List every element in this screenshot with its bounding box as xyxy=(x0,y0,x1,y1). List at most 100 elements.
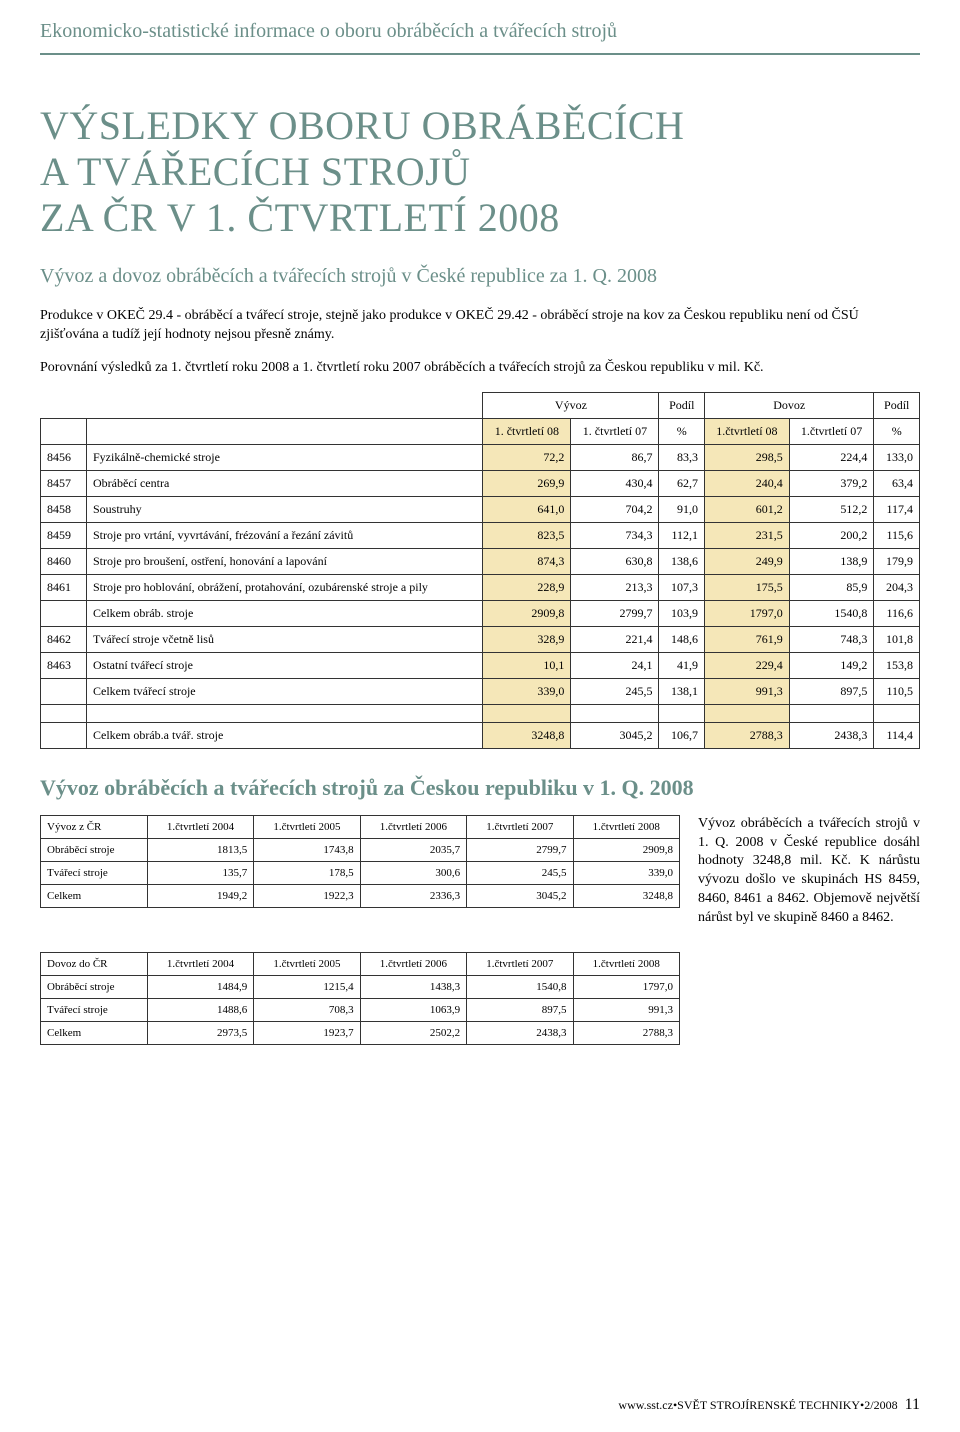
table-cell: 1813,5 xyxy=(147,838,253,861)
table-row: 8463Ostatní tvářecí stroje10,124,141,922… xyxy=(41,652,920,678)
col-header: 1.čtvrtletí 07 xyxy=(789,418,874,444)
row-label: Stroje pro broušení, ostření, honování a… xyxy=(87,548,483,574)
page-number: 11 xyxy=(905,1396,920,1413)
header-dovoz: Dovoz xyxy=(705,392,874,418)
header-podil-2: Podíl xyxy=(874,392,920,418)
table-cell: 2035,7 xyxy=(360,838,466,861)
table-row: 8461Stroje pro hoblování, obrážení, prot… xyxy=(41,574,920,600)
table-row: Obráběcí stroje1813,51743,82035,72799,72… xyxy=(41,838,680,861)
row-label: Tvářecí stroje včetně lisů xyxy=(87,626,483,652)
table-cell: 298,5 xyxy=(705,444,790,470)
col-header: % xyxy=(874,418,920,444)
row-code: 8457 xyxy=(41,470,87,496)
table-cell: 641,0 xyxy=(483,496,571,522)
table-cell: 1922,3 xyxy=(254,884,360,907)
table-cell: 117,4 xyxy=(874,496,920,522)
total-cell: 3045,2 xyxy=(571,722,659,748)
table-cell: 91,0 xyxy=(659,496,705,522)
col-header: % xyxy=(659,418,705,444)
row-label: Ostatní tvářecí stroje xyxy=(87,652,483,678)
table-cell: 116,6 xyxy=(874,600,920,626)
row-code: 8461 xyxy=(41,574,87,600)
table-cell: 269,9 xyxy=(483,470,571,496)
table-row: 8459Stroje pro vrtání, vyvrtávání, frézo… xyxy=(41,522,920,548)
total-label: Celkem obráb.a tvář. stroje xyxy=(87,722,483,748)
table-row: 8456Fyzikálně-chemické stroje72,286,783,… xyxy=(41,444,920,470)
row-code: 8462 xyxy=(41,626,87,652)
table-cell: 328,9 xyxy=(483,626,571,652)
table-cell: Celkem xyxy=(41,884,148,907)
row-code: 8460 xyxy=(41,548,87,574)
table-cell: 228,9 xyxy=(483,574,571,600)
table-cell: 72,2 xyxy=(483,444,571,470)
header-podil-1: Podíl xyxy=(659,392,705,418)
intro-paragraph-1: Produkce v OKEČ 29.4 - obráběcí a tvářec… xyxy=(40,307,920,345)
table-cell: 245,5 xyxy=(467,861,573,884)
col-header: 1.čtvrtletí 2004 xyxy=(147,815,253,838)
table-cell: 708,3 xyxy=(254,998,360,1021)
table-row: 8457Obráběcí centra269,9430,462,7240,437… xyxy=(41,470,920,496)
table-cell: 200,2 xyxy=(789,522,874,548)
row-label: Celkem obráb. stroje xyxy=(87,600,483,626)
table-row: Celkem1949,21922,32336,33045,23248,8 xyxy=(41,884,680,907)
row-code: 8456 xyxy=(41,444,87,470)
table-cell: 630,8 xyxy=(571,548,659,574)
table-cell: 748,3 xyxy=(789,626,874,652)
table-cell: 85,9 xyxy=(789,574,874,600)
table-cell: 83,3 xyxy=(659,444,705,470)
table-cell: 110,5 xyxy=(874,678,920,704)
table-row: Celkem obráb. stroje2909,82799,7103,9179… xyxy=(41,600,920,626)
intro-paragraph-2: Porovnání výsledků za 1. čtvrtletí roku … xyxy=(40,359,920,378)
table-row: 8462Tvářecí stroje včetně lisů328,9221,4… xyxy=(41,626,920,652)
col-header: 1.čtvrtletí 2006 xyxy=(360,952,466,975)
col-header: 1.čtvrtletí 2008 xyxy=(573,815,679,838)
table-cell: 133,0 xyxy=(874,444,920,470)
row-code: 8463 xyxy=(41,652,87,678)
import-table: Dovoz do ČR1.čtvrtletí 20041.čtvrtletí 2… xyxy=(40,952,680,1045)
row-label: Obráběcí centra xyxy=(87,470,483,496)
table-cell: 1438,3 xyxy=(360,975,466,998)
page-title: VÝSLEDKY OBORU OBRÁBĚCÍCH A TVÁŘECÍCH ST… xyxy=(40,103,920,241)
section-2-title: Vývoz obráběcích a tvářecích strojů za Č… xyxy=(40,775,920,801)
header-vyvoz: Vývoz xyxy=(483,392,659,418)
table-row: 8460Stroje pro broušení, ostření, honová… xyxy=(41,548,920,574)
row-code xyxy=(41,600,87,626)
title-line-1: VÝSLEDKY OBORU OBRÁBĚCÍCH xyxy=(40,103,684,148)
export-commentary: Vývoz obráběcích a tvářecích strojů v 1.… xyxy=(698,815,920,928)
total-cell: 114,4 xyxy=(874,722,920,748)
main-data-table: Vývoz Podíl Dovoz Podíl 1. čtvrtletí 08 … xyxy=(40,392,920,749)
table-cell: 249,9 xyxy=(705,548,790,574)
table-cell: 1484,9 xyxy=(147,975,253,998)
table-cell: 231,5 xyxy=(705,522,790,548)
title-line-3: ZA ČR V 1. ČTVRTLETÍ 2008 xyxy=(40,195,560,240)
table-cell: Obráběcí stroje xyxy=(41,838,148,861)
table-row: Celkem2973,51923,72502,22438,32788,3 xyxy=(41,1021,680,1044)
row-label: Stroje pro vrtání, vyvrtávání, frézování… xyxy=(87,522,483,548)
row-code: 8458 xyxy=(41,496,87,522)
table-cell: 112,1 xyxy=(659,522,705,548)
table-cell: 153,8 xyxy=(874,652,920,678)
table-cell: 2909,8 xyxy=(483,600,571,626)
table-cell: 1063,9 xyxy=(360,998,466,1021)
table-cell: 2788,3 xyxy=(573,1021,679,1044)
table-cell: 1949,2 xyxy=(147,884,253,907)
table-cell: 1797,0 xyxy=(573,975,679,998)
col-header: 1.čtvrtletí 2008 xyxy=(573,952,679,975)
table-cell: 138,9 xyxy=(789,548,874,574)
total-cell: 2788,3 xyxy=(705,722,790,748)
row-code xyxy=(41,678,87,704)
export-table-header: Vývoz z ČR1.čtvrtletí 2004 1.čtvrtletí 20… xyxy=(41,815,680,838)
table-cell: 761,9 xyxy=(705,626,790,652)
table-cell: 138,1 xyxy=(659,678,705,704)
table-cell: 213,3 xyxy=(571,574,659,600)
col-header: Vývoz z ČR xyxy=(41,815,148,838)
table-cell: 2799,7 xyxy=(571,600,659,626)
footer-text: www.sst.cz•SVĚT STROJÍRENSKÉ TECHNIKY•2/… xyxy=(618,1398,897,1412)
table-cell: 430,4 xyxy=(571,470,659,496)
table-cell: 63,4 xyxy=(874,470,920,496)
table-cell: 24,1 xyxy=(571,652,659,678)
table-row: Tvářecí stroje1488,6708,31063,9897,5991,… xyxy=(41,998,680,1021)
table-row: 8458Soustruhy641,0704,291,0601,2512,2117… xyxy=(41,496,920,522)
table-row: Celkem tvářecí stroje339,0245,5138,1991,… xyxy=(41,678,920,704)
table-cell: Celkem xyxy=(41,1021,148,1044)
